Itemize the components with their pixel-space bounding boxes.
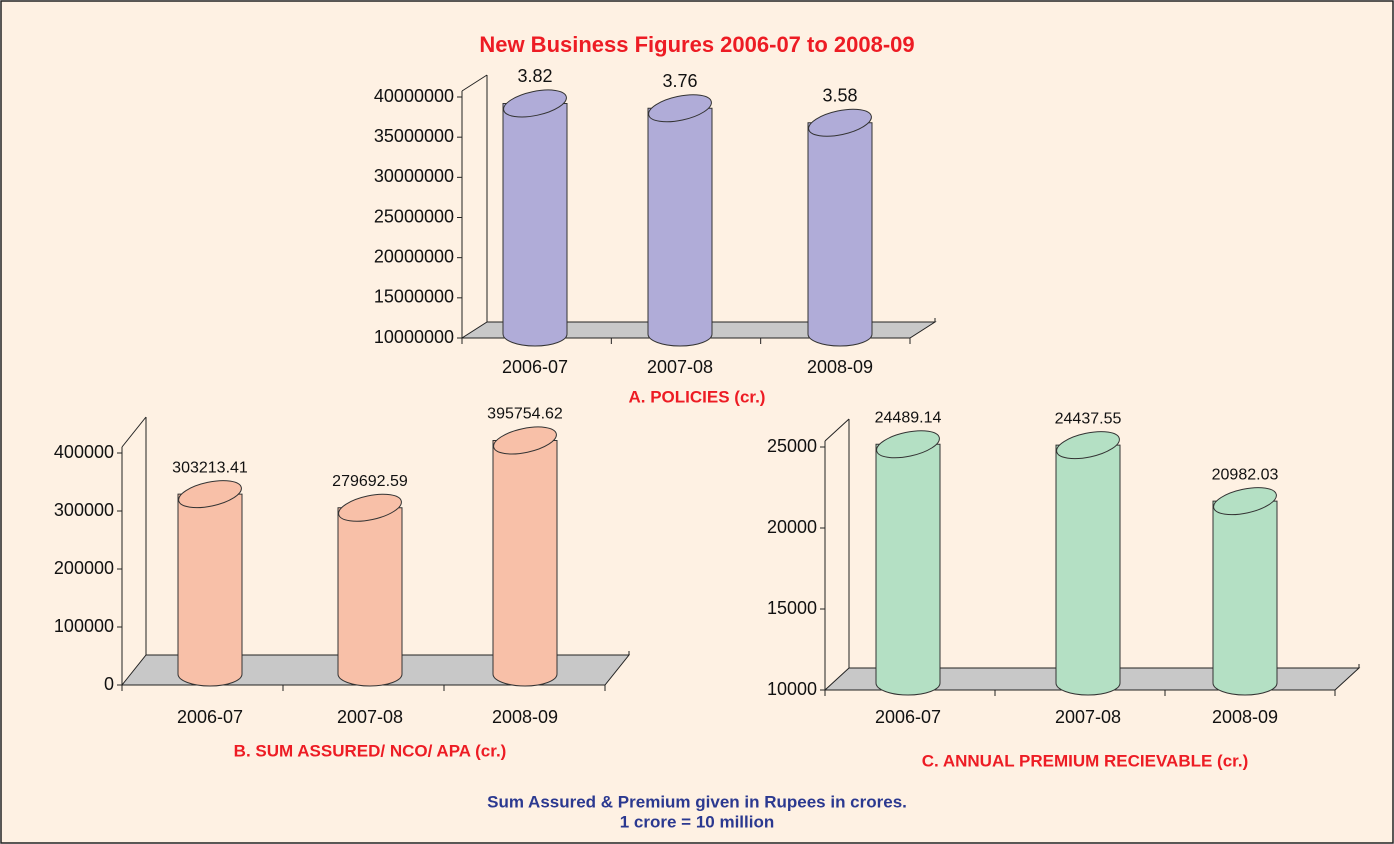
side-wall [824, 418, 850, 442]
chart-caption: A. POLICIES (cr.) [629, 387, 766, 406]
bar [875, 443, 941, 696]
y-tick-label: 300000 [54, 500, 114, 520]
side-wall [121, 416, 147, 448]
x-tick-label: 2007-08 [337, 707, 403, 727]
value-label: 24489.14 [875, 409, 942, 426]
x-tick-label: 2006-07 [177, 707, 243, 727]
bar [492, 439, 558, 687]
bar [807, 122, 873, 347]
y-tick-label: 15000000 [374, 287, 454, 307]
bar-top [808, 108, 872, 137]
bar-top [493, 426, 557, 455]
bar [647, 107, 713, 347]
y-tick-label: 200000 [54, 558, 114, 578]
y-tick-label: 0 [104, 674, 114, 694]
y-tick-label: 15000 [767, 598, 817, 618]
side-wall [461, 74, 488, 92]
bar-top [876, 430, 940, 459]
chart-caption: C. ANNUAL PREMIUM RECIEVABLE (cr.) [922, 751, 1249, 770]
y-tick-label: 30000000 [374, 166, 454, 186]
x-tick-label: 2007-08 [1055, 707, 1121, 727]
value-label: 3.76 [662, 71, 697, 91]
page-title: New Business Figures 2006-07 to 2008-09 [479, 32, 914, 57]
x-tick-label: 2008-09 [807, 357, 873, 377]
x-tick-label: 2006-07 [502, 357, 568, 377]
value-label: 20982.03 [1212, 466, 1279, 483]
value-label: 395754.62 [487, 406, 563, 423]
y-tick-label: 25000000 [374, 206, 454, 226]
y-tick-label: 100000 [54, 616, 114, 636]
value-label: 24437.55 [1055, 410, 1122, 427]
value-label: 3.58 [822, 85, 857, 105]
value-label: 279692.59 [332, 473, 408, 490]
x-tick-label: 2007-08 [647, 357, 713, 377]
bar [1055, 444, 1121, 696]
value-label: 303213.41 [172, 459, 248, 476]
y-tick-label: 10000000 [374, 327, 454, 347]
y-tick-label: 40000000 [374, 86, 454, 106]
y-tick-label: 35000000 [374, 126, 454, 146]
y-tick-label: 20000 [767, 517, 817, 537]
bar-top [1056, 431, 1120, 460]
y-tick-label: 25000 [767, 436, 817, 456]
y-tick-label: 20000000 [374, 246, 454, 266]
chart-caption: B. SUM ASSURED/ NCO/ APA (cr.) [234, 741, 507, 760]
x-tick-label: 2008-09 [1212, 707, 1278, 727]
value-label: 3.82 [517, 66, 552, 86]
footnote: 1 crore = 10 million [620, 812, 775, 831]
y-tick-label: 10000 [767, 679, 817, 699]
bar-top [338, 493, 402, 522]
bar [177, 493, 243, 687]
bar [337, 507, 403, 687]
bar-top [503, 89, 567, 118]
bar-top [648, 94, 712, 123]
x-tick-label: 2008-09 [492, 707, 558, 727]
bar-top [178, 480, 242, 509]
y-tick-label: 400000 [54, 442, 114, 462]
bar [1212, 500, 1278, 696]
footnote: Sum Assured & Premium given in Rupees in… [487, 792, 907, 811]
bar-top [1213, 487, 1277, 516]
bar [502, 102, 568, 347]
x-tick-label: 2006-07 [875, 707, 941, 727]
